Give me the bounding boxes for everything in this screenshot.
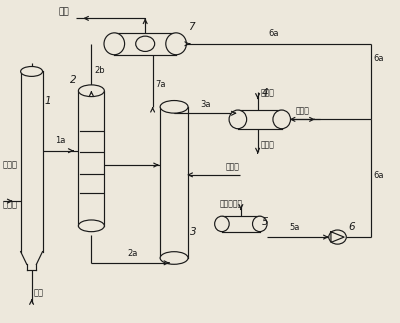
Ellipse shape [160,100,188,113]
Text: 3: 3 [190,227,197,237]
Text: 2a: 2a [128,249,138,258]
Ellipse shape [78,220,104,232]
Text: 1: 1 [44,96,51,106]
Text: 氯甲烷: 氯甲烷 [3,200,18,209]
Circle shape [136,36,155,51]
Text: 3a: 3a [201,100,211,109]
Text: 2: 2 [70,75,76,85]
Circle shape [329,230,346,244]
Text: 6a: 6a [373,54,384,63]
Text: 冷却水: 冷却水 [261,140,275,149]
Text: 7a: 7a [155,80,166,89]
Ellipse shape [166,33,186,55]
Text: 1a: 1a [55,136,66,145]
Text: 6: 6 [348,222,355,232]
Text: 粗氯烃: 粗氯烃 [296,106,310,115]
Ellipse shape [229,110,247,129]
Text: 循环气: 循环气 [3,161,18,170]
Text: 6a: 6a [373,171,384,180]
Ellipse shape [78,85,104,97]
Text: 7: 7 [188,22,195,32]
Ellipse shape [104,33,124,55]
Text: 5: 5 [262,217,268,227]
Ellipse shape [21,67,42,77]
Text: 蒸汽冷凝水: 蒸汽冷凝水 [220,200,243,209]
Ellipse shape [273,110,290,129]
Ellipse shape [160,252,188,264]
Text: 4: 4 [262,88,269,98]
Text: 蒸气: 蒸气 [58,7,69,16]
Text: 急冷液: 急冷液 [226,162,240,171]
Text: 冷却水: 冷却水 [261,89,275,98]
Text: 2b: 2b [94,66,105,75]
Ellipse shape [215,216,229,232]
Text: 氯气: 氯气 [34,288,44,297]
Text: 5a: 5a [289,223,300,232]
Ellipse shape [252,216,267,232]
Text: 6a: 6a [268,29,279,38]
